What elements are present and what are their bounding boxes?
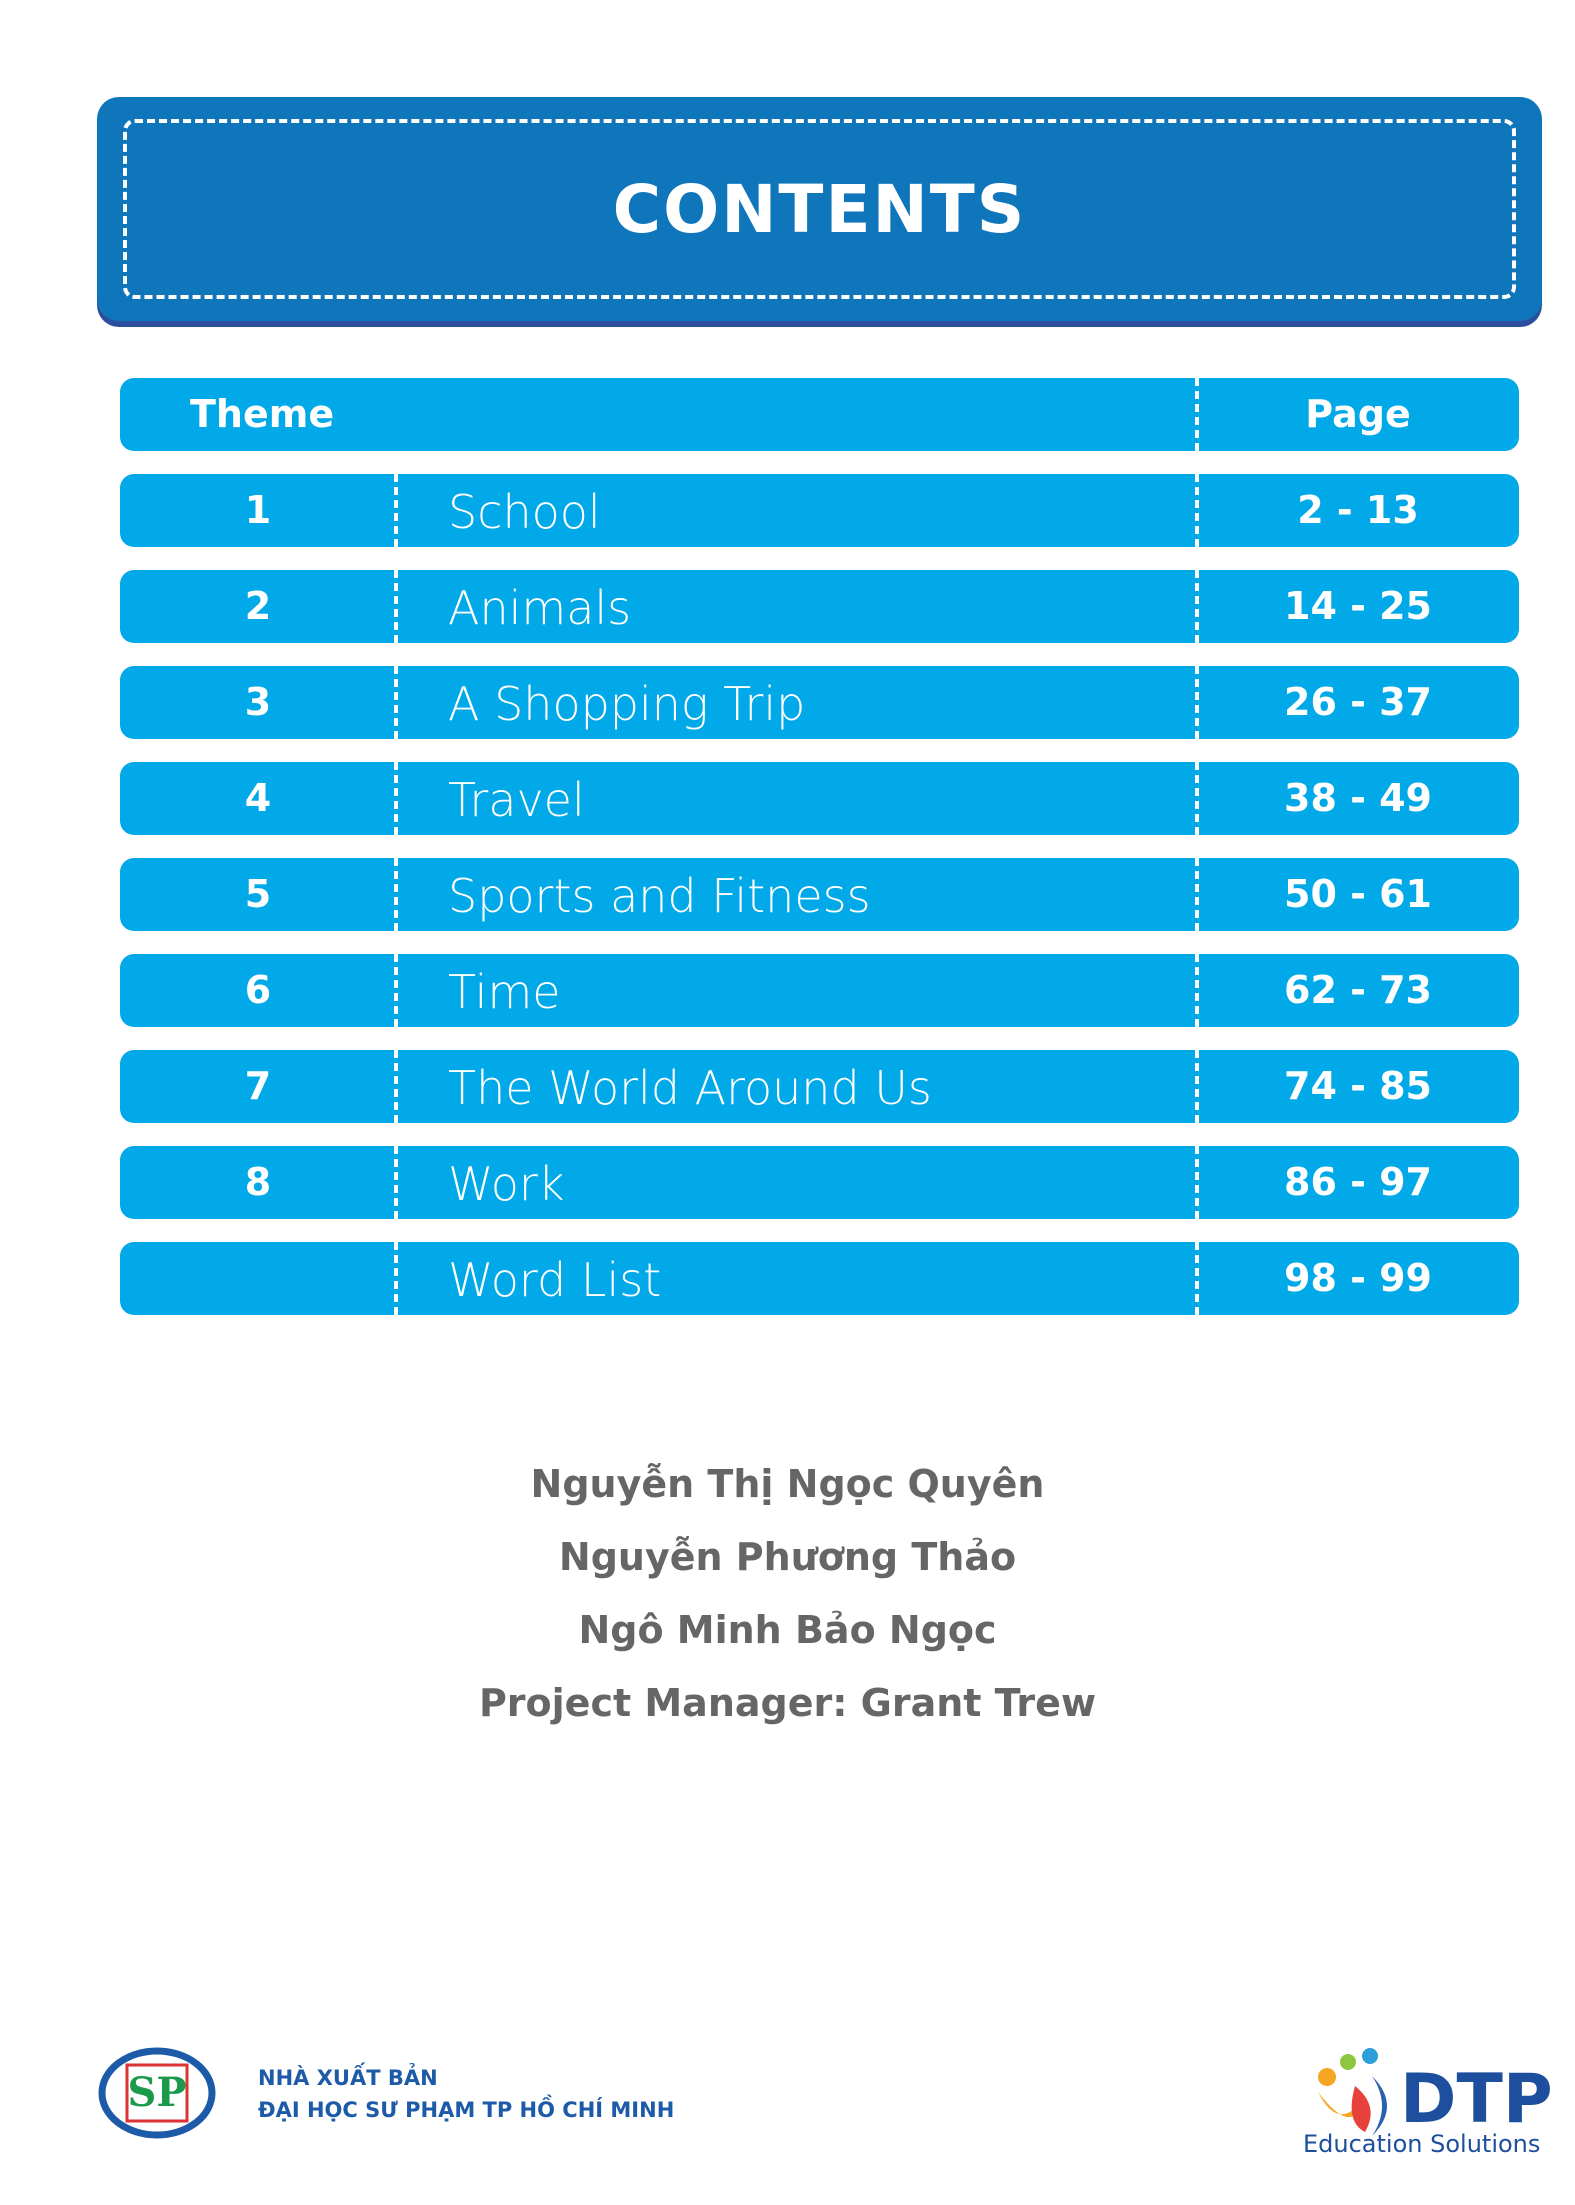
divider [1195,1146,1199,1219]
divider [1195,1050,1199,1123]
table-row: 8 Work 86 - 97 [120,1146,1519,1219]
divider [1195,570,1199,643]
page-range: 50 - 61 [1284,872,1432,916]
theme-number: 1 [244,488,272,532]
theme-number: 8 [244,1160,272,1204]
brand: DTP [1400,2060,1553,2139]
logo-dot [1362,2048,1378,2064]
dashed-border [123,119,1516,299]
page-range: 2 - 13 [1297,488,1419,532]
divider [394,858,398,931]
page-range: 98 - 99 [1284,1256,1432,1300]
logo-dot [1318,2068,1336,2086]
theme-title: Time [448,965,561,1019]
theme-title: Animals [448,581,632,635]
table-row: Word List 98 - 99 [120,1242,1519,1315]
publisher-logo-box [125,2063,189,2123]
logo-figure [1351,2086,1371,2132]
divider [394,1146,398,1219]
table-row: 3 A Shopping Trip 26 - 37 [120,666,1519,739]
author: Project Manager: Grant Trew [478,1681,1097,1725]
brand-tagline: Education Solutions [1303,2130,1540,2158]
publisher-logo-ring [98,2047,216,2139]
page-range: 62 - 73 [1284,968,1432,1012]
theme-title: Sports and Fitness [448,869,871,923]
theme-title: Work [448,1157,565,1211]
column-header: Page [1305,392,1411,436]
divider [1195,954,1199,1027]
theme-number: 7 [244,1064,272,1108]
divider [394,666,398,739]
divider [1195,666,1199,739]
logo-dot [1340,2054,1356,2070]
theme-number: 3 [244,680,272,724]
divider [1195,858,1199,931]
theme-number: 5 [244,872,272,916]
divider [394,474,398,547]
page-range: 74 - 85 [1284,1064,1432,1108]
publisher-line: ĐẠI HỌC SƯ PHẠM TP HỒ CHÍ MINH [258,2094,674,2122]
theme-title: A Shopping Trip [448,677,806,731]
page-range: 26 - 37 [1284,680,1432,724]
divider [1195,762,1199,835]
logo-figure [1372,2076,1387,2136]
page-range: 38 - 49 [1284,776,1432,820]
author: Nguyễn Thị Ngọc Quyên [530,1462,1045,1506]
divider [394,762,398,835]
table-row: 7 The World Around Us 74 - 85 [120,1050,1519,1123]
author: Nguyễn Phương Thảo [558,1535,1017,1579]
theme-number: 6 [244,968,272,1012]
divider [1195,378,1199,451]
divider [1195,474,1199,547]
table-row: 2 Animals 14 - 25 [120,570,1519,643]
table-row: 5 Sports and Fitness 50 - 61 [120,858,1519,931]
theme-title: School [448,485,601,539]
logo-figure [1318,2092,1363,2118]
divider [394,1050,398,1123]
theme-title: Travel [448,773,585,827]
theme-number: 4 [244,776,272,820]
theme-number: 2 [244,584,272,628]
divider [394,1242,398,1315]
divider [1195,1242,1199,1315]
table-row: 1 School 2 - 13 [120,474,1519,547]
divider [394,570,398,643]
table-row: 4 Travel 38 - 49 [120,762,1519,835]
page-range: 14 - 25 [1284,584,1432,628]
page-range: 86 - 97 [1284,1160,1432,1204]
contents-header: CONTENTS [97,97,1542,321]
theme-title: The World Around Us [448,1061,932,1115]
column-header: Theme [190,392,335,436]
theme-title: Word List [448,1253,662,1307]
publisher-line: NHÀ XUẤT BẢN [258,2062,438,2090]
table-header: Theme Page [120,378,1519,451]
author: Ngô Minh Bảo Ngọc [578,1608,997,1652]
table-row: 6 Time 62 - 73 [120,954,1519,1027]
publisher-logo-text: SP [128,2069,187,2116]
title: CONTENTS [612,171,1027,248]
divider [394,954,398,1027]
